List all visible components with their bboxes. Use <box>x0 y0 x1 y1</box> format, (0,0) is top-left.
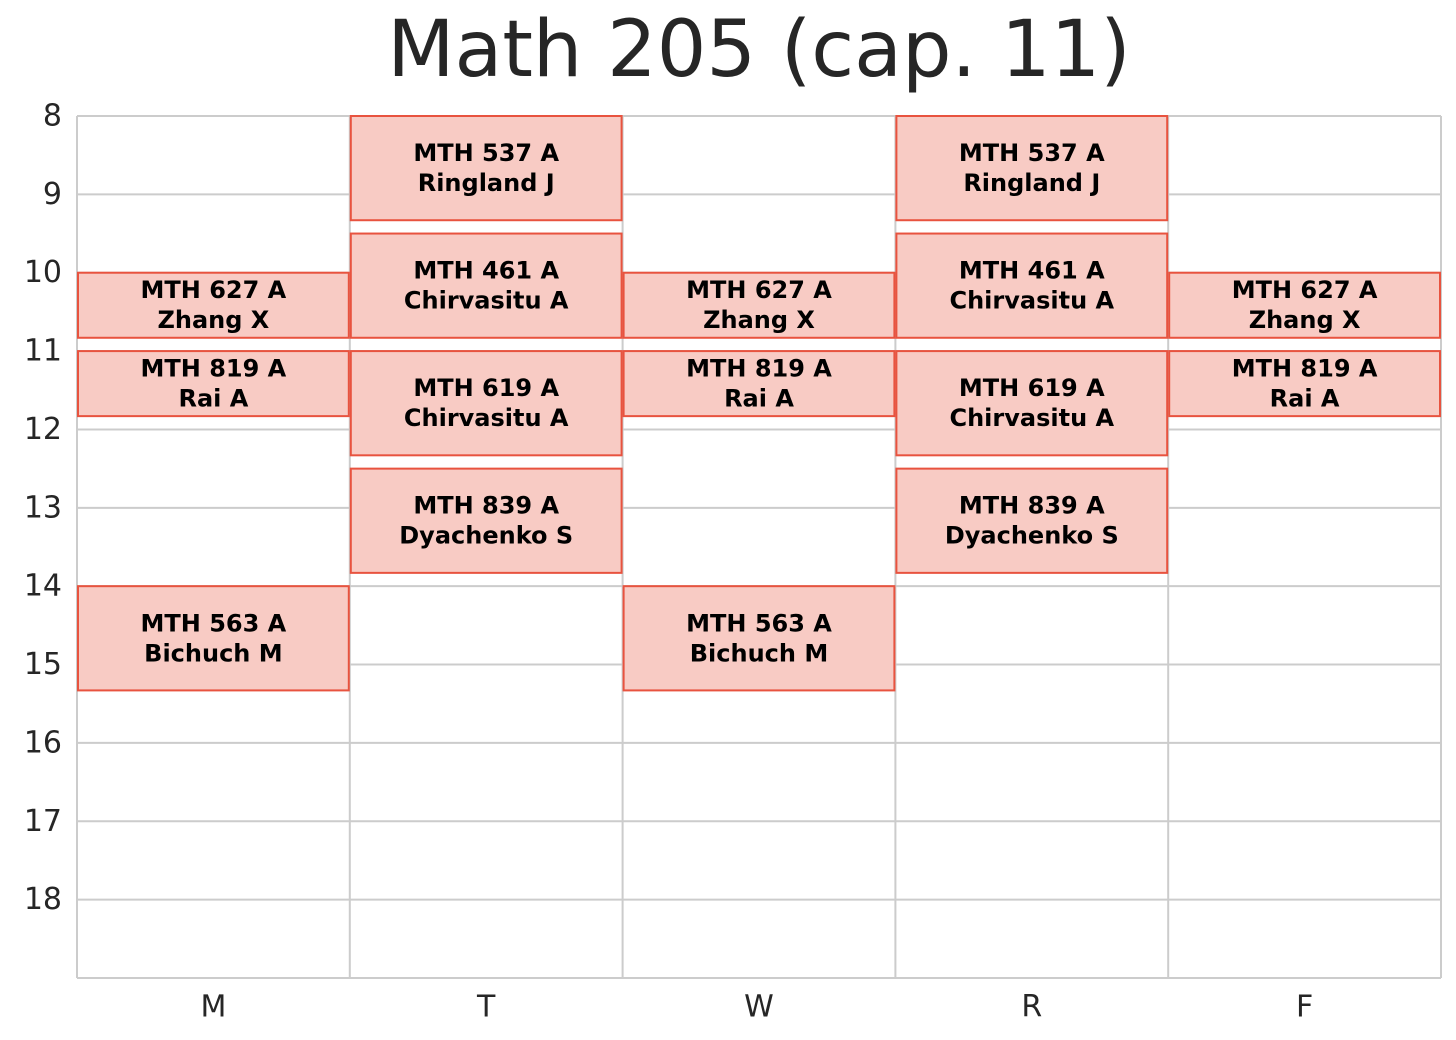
course-label: MTH 839 A <box>959 492 1105 520</box>
instructor-label: Ringland J <box>418 169 555 197</box>
course-label: MTH 563 A <box>686 609 832 637</box>
course-label: MTH 819 A <box>1232 355 1378 383</box>
instructor-label: Chirvasitu A <box>404 404 569 432</box>
schedule-block-rect <box>77 271 350 339</box>
instructor-label: Chirvasitu A <box>404 287 569 315</box>
schedule-block-rect <box>622 350 896 418</box>
course-label: MTH 627 A <box>686 276 832 304</box>
course-label: MTH 537 A <box>959 139 1105 167</box>
instructor-label: Rai A <box>178 385 248 413</box>
course-label: MTH 839 A <box>413 492 559 520</box>
instructor-label: Zhang X <box>1249 306 1361 334</box>
instructor-label: Zhang X <box>703 306 815 334</box>
course-label: MTH 537 A <box>413 139 559 167</box>
schedule-block-rect <box>895 115 1169 222</box>
x-tick-label: W <box>744 990 774 1025</box>
schedule-block-rect <box>349 350 623 457</box>
course-label: MTH 819 A <box>686 355 832 383</box>
schedule-block-rect <box>895 467 1169 574</box>
course-label: MTH 627 A <box>1232 276 1378 304</box>
instructor-label: Zhang X <box>157 306 269 334</box>
course-label: MTH 819 A <box>141 355 287 383</box>
instructor-label: Bichuch M <box>690 639 828 667</box>
course-label: MTH 461 A <box>413 257 559 285</box>
schedule-block-rect <box>895 232 1169 339</box>
x-tick-label: T <box>476 990 496 1025</box>
instructor-label: Ringland J <box>963 169 1100 197</box>
y-tick-label: 13 <box>24 490 62 525</box>
instructor-label: Chirvasitu A <box>949 404 1114 432</box>
y-tick-label: 9 <box>43 177 62 212</box>
schedule-block-rect <box>77 585 350 692</box>
schedule-block-rect <box>622 271 896 339</box>
instructor-label: Chirvasitu A <box>949 287 1114 315</box>
x-tick-label: F <box>1296 990 1313 1025</box>
course-label: MTH 563 A <box>141 609 287 637</box>
schedule-block-rect <box>349 115 623 222</box>
course-label: MTH 619 A <box>413 374 559 402</box>
y-tick-label: 8 <box>43 99 62 134</box>
y-tick-label: 10 <box>24 255 62 290</box>
course-label: MTH 461 A <box>959 257 1105 285</box>
course-label: MTH 619 A <box>959 374 1105 402</box>
y-tick-label: 16 <box>24 725 62 760</box>
schedule-block-rect <box>1168 271 1441 339</box>
instructor-label: Rai A <box>724 385 794 413</box>
instructor-label: Rai A <box>1270 385 1340 413</box>
x-tick-label: M <box>200 990 226 1025</box>
schedule-block-rect <box>1168 350 1441 418</box>
instructor-label: Dyachenko S <box>399 522 573 550</box>
schedule-block-rect <box>77 350 350 418</box>
y-tick-label: 14 <box>24 569 62 604</box>
y-tick-label: 18 <box>24 882 62 917</box>
instructor-label: Dyachenko S <box>945 522 1119 550</box>
y-tick-label: 15 <box>24 647 62 682</box>
x-tick-label: R <box>1021 990 1042 1025</box>
schedule-block-rect <box>349 232 623 339</box>
course-label: MTH 627 A <box>141 276 287 304</box>
schedule-block-rect <box>622 585 896 692</box>
y-tick-label: 17 <box>24 804 62 839</box>
schedule-block-rect <box>895 350 1169 457</box>
instructor-label: Bichuch M <box>144 639 282 667</box>
y-tick-label: 11 <box>24 334 62 369</box>
chart-title: Math 205 (cap. 11) <box>387 5 1131 95</box>
schedule-block-rect <box>349 467 623 574</box>
y-tick-label: 12 <box>24 412 62 447</box>
